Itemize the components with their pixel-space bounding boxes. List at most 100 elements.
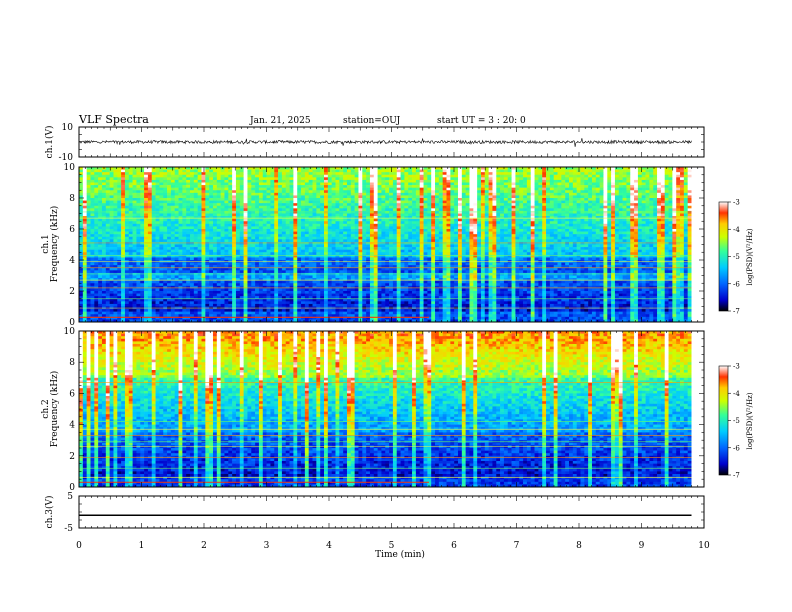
spectrogram-cell bbox=[128, 213, 133, 217]
spectrogram-cell bbox=[251, 205, 256, 209]
spectrogram-cell bbox=[415, 185, 421, 188]
spectrogram-cell bbox=[427, 185, 432, 188]
spectrogram-cell bbox=[327, 241, 332, 245]
spectrogram-cell bbox=[274, 221, 279, 225]
spectrogram-cell bbox=[389, 205, 394, 209]
spectrogram-cell bbox=[385, 187, 390, 191]
spectrogram-cell bbox=[343, 192, 348, 196]
spectrogram-cell bbox=[461, 195, 466, 199]
spectrogram-cell bbox=[124, 190, 130, 194]
spectrogram-cell bbox=[637, 192, 643, 196]
spectrogram-cell bbox=[151, 218, 156, 222]
spectrogram-cell bbox=[316, 239, 321, 243]
spectrogram-cell bbox=[86, 182, 91, 186]
spectrogram-cell bbox=[205, 234, 210, 238]
spectrogram-cell bbox=[124, 223, 130, 227]
spectrogram-cell bbox=[373, 216, 378, 219]
spectrogram-cell bbox=[503, 208, 509, 212]
spectrogram-cell bbox=[86, 210, 91, 214]
spectrogram-cell bbox=[193, 210, 198, 214]
spectrogram-cell bbox=[270, 226, 275, 230]
spectrogram-cell bbox=[228, 239, 233, 243]
spectrogram-cell bbox=[209, 195, 214, 199]
spectrogram-cell bbox=[109, 169, 114, 173]
spectrogram-cell bbox=[381, 169, 386, 173]
spectrogram-cell bbox=[561, 200, 566, 204]
spectrogram-cell bbox=[79, 205, 84, 209]
spectrogram-cell bbox=[86, 200, 91, 204]
spectrogram-cell bbox=[316, 213, 321, 217]
spectrogram-cell bbox=[523, 182, 528, 186]
spectrogram-cell bbox=[258, 179, 264, 183]
spectrogram-cell bbox=[454, 187, 459, 191]
spectrogram-cell bbox=[239, 190, 244, 194]
spectrogram-cell bbox=[174, 198, 179, 201]
spectrogram-cell bbox=[519, 172, 524, 176]
spectrogram-cell bbox=[507, 208, 512, 212]
spectrogram-cell bbox=[423, 221, 428, 225]
spectrogram-cell bbox=[354, 213, 359, 217]
spectrogram-cell bbox=[301, 187, 306, 191]
spectrogram-cell bbox=[312, 190, 317, 194]
spectrogram-cell bbox=[232, 213, 237, 217]
spectrogram-cell bbox=[415, 231, 421, 235]
spectrogram-cell bbox=[676, 210, 681, 214]
spectrogram-cell bbox=[304, 190, 309, 194]
spectrogram-cell bbox=[561, 239, 566, 243]
spectrogram-cell bbox=[389, 169, 394, 173]
spectrogram-cell bbox=[373, 208, 378, 212]
spectrogram-cell bbox=[419, 198, 424, 201]
spectrogram-cell bbox=[614, 218, 620, 222]
spectrogram-cell bbox=[618, 208, 623, 212]
spectrogram-cell bbox=[105, 241, 110, 245]
spectrogram-cell bbox=[676, 221, 681, 225]
spectrogram-cell bbox=[163, 210, 168, 214]
spectrogram-cell bbox=[611, 210, 616, 214]
spectrogram-cell bbox=[668, 169, 673, 173]
spectrogram-cell bbox=[373, 236, 378, 240]
spectrogram-cell bbox=[232, 241, 237, 245]
spectrogram-cell bbox=[216, 174, 221, 178]
spectrogram-cell bbox=[159, 190, 164, 194]
spectrogram-cell bbox=[281, 241, 287, 245]
spectrogram-cell bbox=[117, 218, 122, 222]
spectrogram-cell bbox=[660, 185, 666, 188]
spectrogram-cell bbox=[109, 208, 114, 212]
spectrogram-cell bbox=[335, 185, 340, 188]
spectrogram-cell bbox=[140, 216, 145, 219]
spectrogram-cell bbox=[224, 239, 229, 243]
spectrogram-cell bbox=[435, 236, 440, 240]
spectrogram-cell bbox=[98, 213, 103, 217]
spectrogram-cell bbox=[308, 229, 313, 232]
spectrogram-cell bbox=[423, 172, 428, 176]
spectrogram-cell bbox=[500, 234, 505, 238]
spectrogram-cell bbox=[193, 182, 198, 186]
spectrogram-cell bbox=[327, 208, 332, 212]
spectrogram-cell bbox=[519, 236, 524, 240]
spectrogram-cell bbox=[350, 236, 355, 240]
spectrogram-cell bbox=[657, 185, 662, 188]
spectrogram-cell bbox=[324, 182, 329, 186]
spectrogram-cell bbox=[312, 174, 317, 178]
spectrogram-cell bbox=[576, 213, 581, 217]
spectrogram-cell bbox=[132, 167, 137, 170]
spectrogram-cell bbox=[557, 218, 562, 222]
spectrogram-cell bbox=[442, 208, 447, 212]
spectrogram-cell bbox=[147, 208, 153, 212]
spectrogram-cell bbox=[653, 174, 658, 178]
spectrogram-cell bbox=[649, 203, 654, 207]
spectrogram-cell bbox=[572, 185, 577, 188]
spectrogram-cell bbox=[672, 190, 677, 194]
spectrogram-cell bbox=[304, 236, 309, 240]
spectrogram-cell bbox=[641, 174, 646, 178]
spectrogram-cell bbox=[488, 192, 493, 196]
spectrogram-cell bbox=[79, 236, 84, 240]
spectrogram-cell bbox=[86, 177, 91, 181]
spectrogram-cell bbox=[385, 205, 390, 209]
spectrogram-cell bbox=[611, 195, 616, 199]
spectrogram-cell bbox=[278, 187, 283, 191]
spectrogram-cell bbox=[247, 236, 252, 240]
spectrogram-cell bbox=[201, 203, 206, 207]
spectrogram-cell bbox=[484, 213, 489, 217]
spectrogram-cell bbox=[136, 208, 141, 212]
